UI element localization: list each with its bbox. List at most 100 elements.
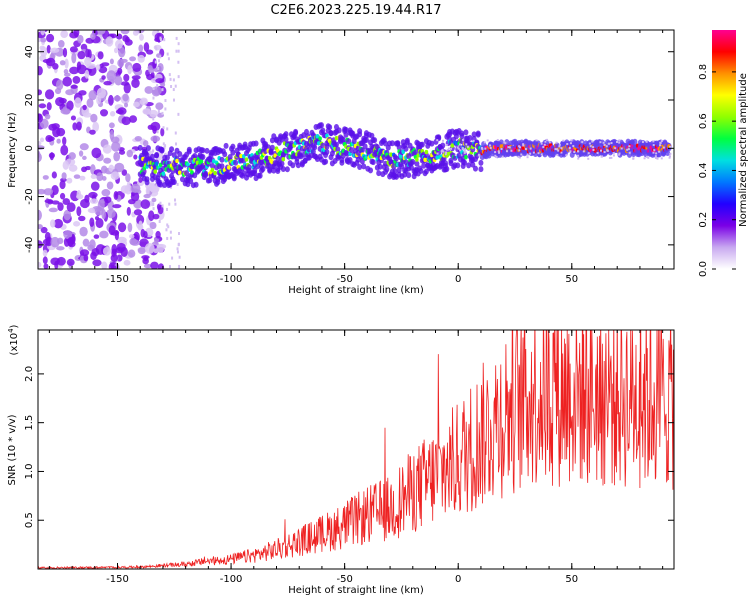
band-speck — [507, 146, 510, 149]
band-speck — [599, 149, 602, 152]
noise-blob — [133, 209, 143, 216]
ridge-halo — [436, 134, 442, 141]
band-speck — [461, 147, 464, 150]
noise-blob — [52, 126, 61, 138]
noise-blob — [63, 209, 72, 221]
ridge-halo — [207, 177, 213, 184]
noise-blob — [38, 261, 42, 268]
band-speck — [659, 144, 662, 147]
noise-speck — [152, 117, 155, 121]
noise-speck — [157, 66, 160, 70]
noise-blob — [46, 33, 55, 43]
ridge-core — [334, 135, 339, 141]
band-speck — [645, 140, 648, 143]
noise-speck — [162, 142, 165, 146]
ridge-halo — [230, 143, 236, 150]
noise-blob — [49, 152, 54, 161]
snr-panel: -150 -100 -50 0 50 0.5 1.0 1.5 2.0 Height of st… — [7, 324, 675, 596]
ridge-halo — [200, 147, 206, 154]
band-speck — [535, 139, 538, 142]
noise-blob — [150, 135, 161, 142]
noise-blob — [148, 210, 155, 222]
ridge-halo — [475, 130, 481, 137]
noise-blob — [101, 208, 106, 220]
band-speck — [655, 156, 658, 159]
band-speck — [560, 151, 563, 154]
y-tick-label: 40 — [24, 45, 35, 58]
x-tick-label: -150 — [106, 274, 129, 285]
noise-speck — [177, 60, 180, 64]
noise-blob — [91, 147, 102, 159]
ridge-halo — [227, 154, 233, 161]
ridge-halo — [363, 136, 369, 143]
noise-speck — [177, 112, 180, 116]
noise-blob — [132, 30, 139, 36]
ridge-halo — [347, 156, 353, 163]
noise-blob — [68, 240, 76, 248]
ridge-core — [446, 151, 451, 157]
noise-blob — [90, 32, 96, 40]
band-speck — [626, 148, 629, 151]
noise-blob — [40, 37, 47, 43]
ridge-halo — [193, 181, 199, 188]
y-tick-label: 1.0 — [24, 463, 35, 479]
ridge-halo — [455, 162, 461, 169]
noise-speck — [159, 36, 162, 40]
noise-blob — [120, 30, 130, 35]
band-speck — [505, 150, 508, 153]
noise-blob — [110, 136, 120, 144]
snr-scale-exp: 4 — [7, 328, 15, 333]
band-speck — [658, 150, 661, 153]
noise-blob — [88, 90, 97, 101]
noise-blob — [38, 209, 42, 221]
band-speck — [582, 150, 585, 153]
band-speck — [587, 152, 590, 155]
ridge-halo — [158, 181, 164, 188]
noise-blob — [113, 95, 122, 102]
noise-speck — [164, 99, 167, 103]
noise-speck — [168, 265, 171, 269]
noise-speck — [170, 185, 173, 189]
noise-blob — [76, 61, 82, 71]
band-speck — [544, 140, 547, 143]
noise-blob — [101, 189, 111, 197]
ridge-halo — [444, 165, 450, 172]
ridge-halo — [403, 145, 409, 152]
noise-blob — [103, 81, 112, 86]
ridge-halo — [478, 159, 484, 166]
ridge-halo — [222, 151, 228, 158]
snr-plot-area — [38, 330, 674, 569]
noise-blob — [118, 46, 126, 58]
noise-speck — [170, 160, 173, 164]
noise-blob — [144, 242, 155, 254]
band-speck — [486, 139, 489, 142]
noise-blob — [90, 113, 98, 123]
ridge-halo — [241, 170, 247, 177]
noise-blob — [90, 181, 100, 191]
spectrogram-frame — [37, 29, 675, 270]
noise-speck — [164, 144, 167, 148]
colorbar-tick-label: 0.8 — [698, 64, 709, 80]
ridge-halo — [343, 131, 349, 138]
ridge-halo — [320, 127, 326, 134]
noise-blob — [113, 47, 119, 54]
band-speck — [668, 156, 671, 159]
band-speck — [472, 139, 475, 142]
noise-speck — [163, 38, 166, 42]
noise-blob — [131, 78, 140, 89]
noise-blob — [151, 197, 157, 203]
band-speck — [458, 143, 461, 146]
noise-blob — [50, 257, 60, 266]
noise-blob — [38, 66, 43, 76]
band-speck — [614, 147, 617, 150]
noise-blob — [56, 246, 65, 251]
band-speck — [566, 142, 569, 145]
ridge-halo — [466, 162, 472, 169]
noise-speck — [166, 52, 169, 56]
band-speck — [577, 154, 580, 157]
colorbar-label: Normalized spectral amplitude — [738, 73, 749, 227]
noise-blob — [128, 234, 135, 239]
noise-blob — [45, 57, 56, 67]
noise-blob — [139, 98, 149, 106]
